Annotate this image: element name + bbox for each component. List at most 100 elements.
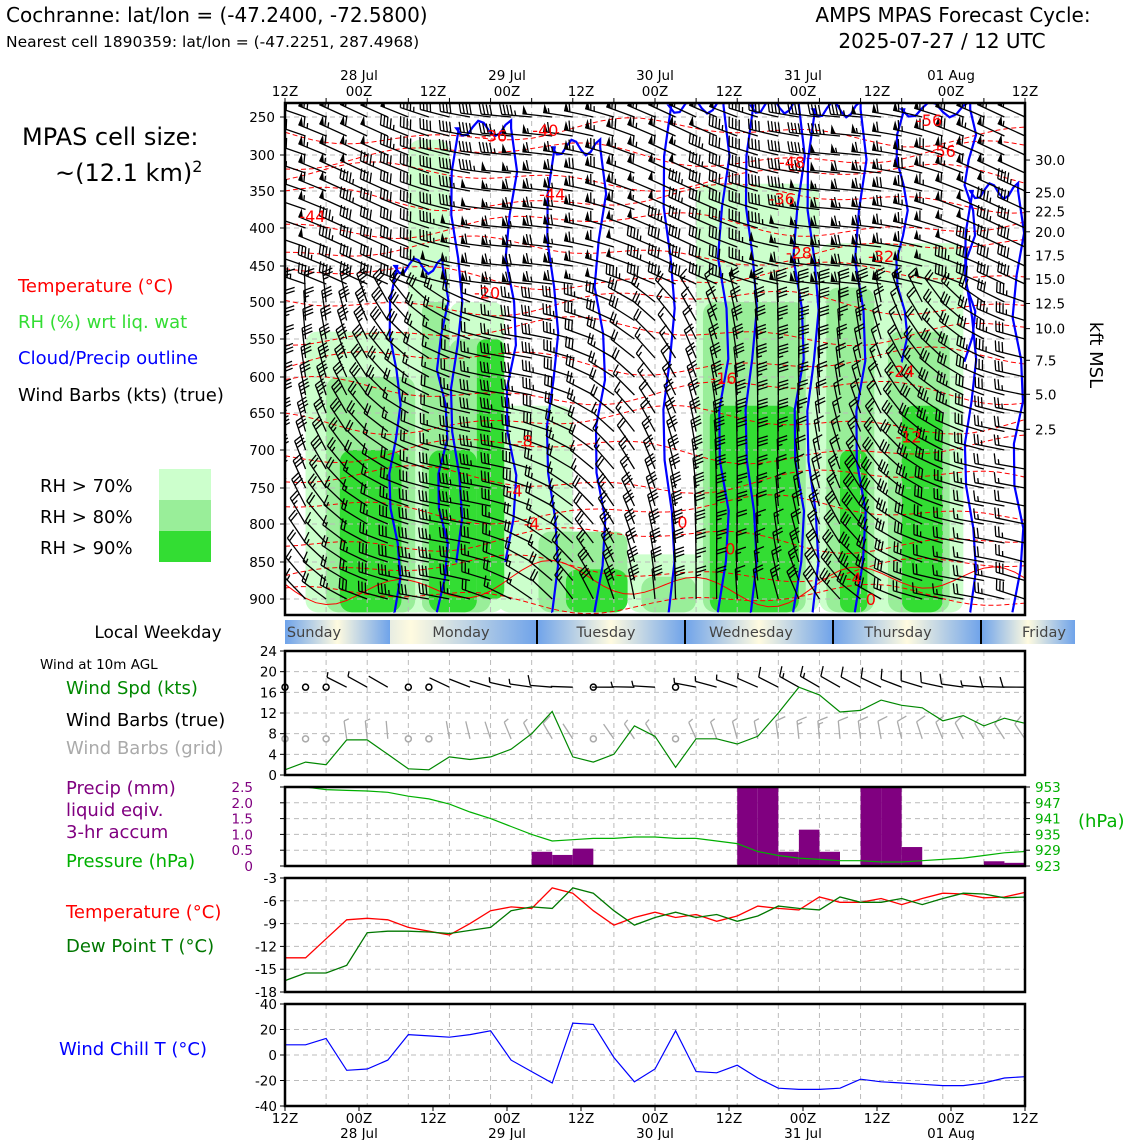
wind-barb-feather xyxy=(997,224,1000,235)
wind-barb-feather xyxy=(897,212,900,223)
wind-barb-feather xyxy=(758,121,761,132)
wind-barb-feather xyxy=(837,253,841,265)
wind-barb-feather xyxy=(591,401,597,412)
wind-barb-feather xyxy=(633,308,640,319)
wind-barb-feather xyxy=(321,244,325,256)
wind-barb-flag xyxy=(606,228,611,239)
wind-barb-feather xyxy=(648,492,658,499)
wind-barb-feather xyxy=(789,570,799,579)
wind-barb-feather xyxy=(771,545,782,552)
wind-barb-feather xyxy=(423,375,426,387)
wind-barb-feather xyxy=(842,555,849,566)
wind-barb-staff xyxy=(975,424,1005,433)
wind-barb-feather xyxy=(942,354,947,366)
wind-barb-feather xyxy=(309,476,317,486)
wind-barb-feather xyxy=(567,404,572,416)
wind-barb-feather xyxy=(860,577,865,588)
wind-barb-flag xyxy=(830,179,836,189)
wind-barb-feather xyxy=(963,298,968,309)
wind-barb-feather xyxy=(341,579,344,590)
wind-barb-feather xyxy=(308,494,316,505)
wind-barb-staff xyxy=(285,201,306,211)
wind-barb-staff xyxy=(522,332,553,340)
wind-barb-flag xyxy=(481,197,487,208)
wind-barb-feather xyxy=(445,176,449,187)
wind-barb-staff xyxy=(525,491,553,507)
kft-tick-label: 30.0 xyxy=(1035,153,1065,169)
wind-barb-feather xyxy=(640,397,649,406)
wind-barb-staff xyxy=(688,178,717,192)
wind-barb-feather xyxy=(861,538,867,549)
wind-barb-feather xyxy=(383,152,386,164)
pressure-tick-label: 800 xyxy=(249,517,275,533)
wind-barb-feather xyxy=(650,545,661,552)
wind-barb-feather xyxy=(854,196,858,207)
temperature-label: Temperature (°C) xyxy=(65,902,221,923)
wind-barb-half-feather xyxy=(507,544,511,550)
wind-barb-feather xyxy=(478,122,482,134)
wind-barb-feather xyxy=(478,103,482,115)
wind-barb-half-feather xyxy=(306,538,310,545)
temp-ytick-label: -3 xyxy=(264,871,277,887)
wind-barb-feather xyxy=(576,528,584,538)
wind-barb-feather xyxy=(442,564,445,575)
wind-barb-staff xyxy=(502,423,532,433)
wind-barb-feather xyxy=(523,446,527,458)
wind10-grid-barb-half-feather xyxy=(365,718,371,722)
wind-barb-staff xyxy=(847,422,862,451)
wind-barb-staff xyxy=(440,386,471,396)
calm-circle-grid xyxy=(322,735,330,743)
wind-barb-staff xyxy=(565,363,594,378)
wind-barb-feather xyxy=(298,378,309,385)
wind-barb-feather xyxy=(819,567,826,578)
wind-barb-staff xyxy=(708,124,738,137)
wind-barb-feather xyxy=(378,544,380,555)
wind-barbs-true-label: Wind Barbs (true) xyxy=(66,710,225,731)
wind-barb-feather xyxy=(674,549,685,555)
wind-barb-feather xyxy=(568,193,571,205)
wind-barb-flag xyxy=(914,103,919,110)
wind-barb-feather xyxy=(362,188,366,199)
wind-barb-flag xyxy=(585,156,590,167)
wind10-barb-feather xyxy=(758,666,762,678)
wind-barb-half-feather xyxy=(838,313,844,317)
wind-barb-feather xyxy=(921,448,925,460)
wind-barb-feather xyxy=(894,500,898,512)
wind-barb-feather xyxy=(418,582,421,594)
wind-barb-feather xyxy=(777,195,781,207)
wind10-grid-barb-staff xyxy=(445,720,451,739)
pressure-ytick-label: 923 xyxy=(1035,859,1061,875)
wind-barb-staff xyxy=(893,551,923,563)
wind-barb-feather xyxy=(650,244,654,256)
wind-barb-half-feather xyxy=(997,459,1000,465)
wind-barb-feather xyxy=(872,303,882,311)
wind-barb-feather xyxy=(698,209,701,221)
wind-barb-feather xyxy=(359,168,363,179)
wind-barb-feather xyxy=(688,150,692,162)
wind-barb-flag xyxy=(893,139,898,150)
wind-barb-feather xyxy=(362,503,366,514)
wind-barb-half-feather xyxy=(791,536,797,541)
wind-barb-flag xyxy=(340,115,345,126)
wind-barb-feather xyxy=(425,472,428,484)
wind-barb-flag xyxy=(956,189,961,200)
wind-barb-staff xyxy=(400,255,430,267)
wind-barb-staff xyxy=(934,497,964,507)
wind-barb-feather xyxy=(444,269,448,280)
wind-barb-feather xyxy=(919,347,925,359)
wind-barb-feather xyxy=(342,559,345,571)
wind-barb-feather xyxy=(876,232,879,244)
wind-barb-feather xyxy=(865,461,872,472)
wind-barb-flag xyxy=(893,212,898,223)
wind-barb-feather xyxy=(937,430,940,441)
wind-barb-staff xyxy=(586,324,615,340)
wind10-grid-barb-half-feather xyxy=(710,718,716,723)
wind-barb-feather xyxy=(459,489,462,501)
bottom-date-label: 30 Jul xyxy=(636,1126,674,1140)
wind-barb-half-feather xyxy=(470,479,473,485)
wind-barb-feather xyxy=(589,299,592,310)
wind-barb-feather xyxy=(402,351,406,363)
wind-barb-half-feather xyxy=(982,157,985,163)
wind-barb-staff xyxy=(976,196,1005,211)
wind-barb-feather xyxy=(424,547,428,559)
